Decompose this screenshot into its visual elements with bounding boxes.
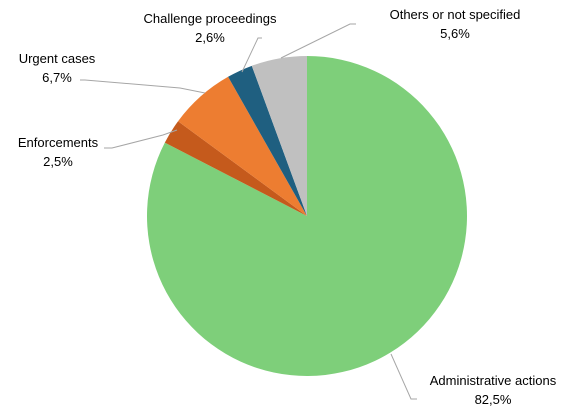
- data-label-name-challenge-proceedings: Challenge proceedings: [144, 11, 277, 26]
- pie-slices: [147, 56, 468, 376]
- data-labels: Administrative actions 82,5% Enforcements 2…: [18, 7, 557, 407]
- pie-slice-enforcements: [164, 121, 307, 216]
- leader-lines: [80, 23, 417, 400]
- pie-slice-urgent-cases: [178, 76, 307, 216]
- leader-line-others-or-not-specified: [280, 23, 356, 59]
- leader-line-urgent-cases: [80, 79, 206, 94]
- pie-slice-challenge-proceedings: [228, 65, 307, 216]
- pie-slice-others-or-not-specified: [251, 56, 307, 216]
- data-label-name-urgent-cases: Urgent cases: [19, 51, 96, 66]
- data-label-name-others-or-not-specified: Others or not specified: [390, 7, 521, 22]
- data-label-value-administrative-actions: 82,5%: [475, 392, 512, 407]
- leader-line-enforcements: [104, 129, 178, 149]
- pie-slice-administrative-actions: [147, 56, 468, 376]
- data-label-value-challenge-proceedings: 2,6%: [195, 30, 225, 45]
- data-label-value-urgent-cases: 6,7%: [42, 70, 72, 85]
- data-label-value-enforcements: 2,5%: [43, 154, 73, 169]
- leader-line-administrative-actions: [390, 353, 417, 400]
- data-label-name-enforcements: Enforcements: [18, 135, 99, 150]
- data-label-name-administrative-actions: Administrative actions: [430, 373, 557, 388]
- leader-line-challenge-proceedings: [241, 37, 262, 73]
- data-label-value-others-or-not-specified: 5,6%: [440, 26, 470, 41]
